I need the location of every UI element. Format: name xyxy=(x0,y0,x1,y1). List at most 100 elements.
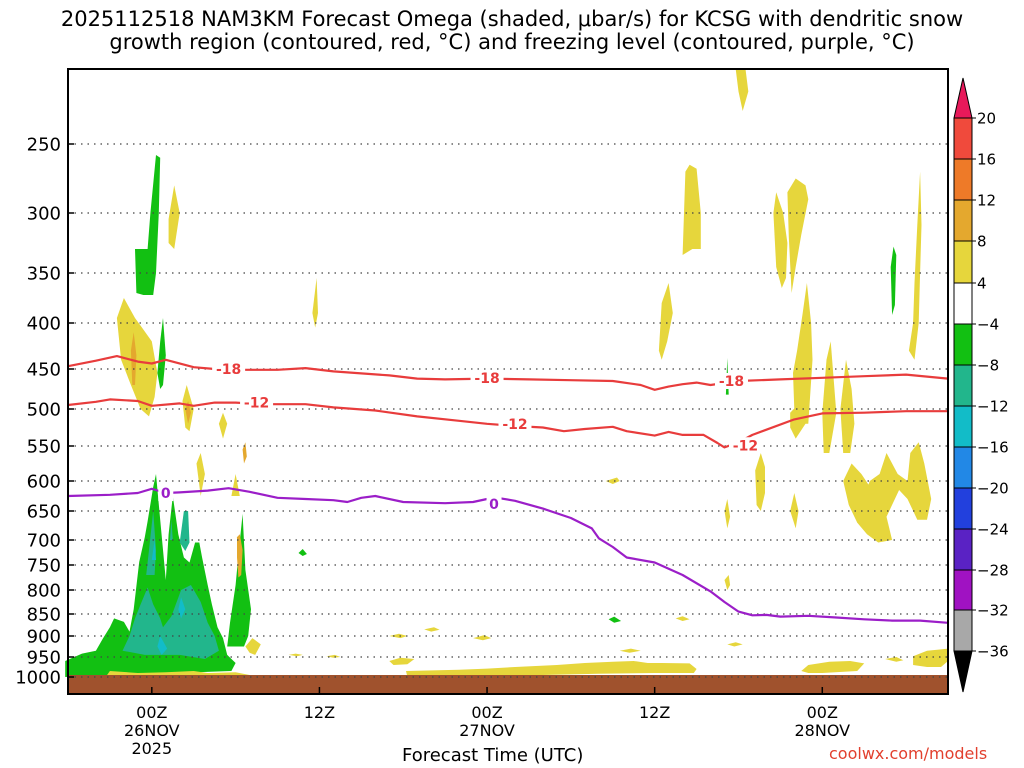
contour-label-bg-0-0 xyxy=(212,361,246,377)
colorbar-swatch-9 xyxy=(953,487,973,530)
omega-region-0-3 xyxy=(157,318,166,389)
contour-label-bg-1-1 xyxy=(498,415,532,432)
omega-region-3-9 xyxy=(288,653,303,657)
colorbar: 20 16 12 8 4 −4 −8 −12 −16 −20 −24 −28 −32 −36 xyxy=(953,77,1009,693)
contour-label-bg-2-1 xyxy=(486,495,502,512)
y-tick-label-850: 850 xyxy=(27,605,61,626)
x-axis-label: Forecast Time (UTC) xyxy=(402,745,584,766)
colorbar-label-2: 12 xyxy=(977,192,996,210)
colorbar-label-4: 4 xyxy=(977,275,987,293)
colorbar-top-arrow xyxy=(953,77,973,119)
omega-region-3-38 xyxy=(885,657,904,662)
colorbar-swatch-4 xyxy=(953,282,973,325)
contour-label-1-1: -12 xyxy=(502,417,527,433)
omega-region-3-17 xyxy=(675,616,690,621)
omega-region-3-26 xyxy=(787,178,809,293)
colorbar-label-0: 20 xyxy=(977,110,996,128)
y-tick-label-400: 400 xyxy=(27,314,61,335)
colorbar-swatch-2 xyxy=(953,199,973,242)
colorbar-label-9: −20 xyxy=(977,480,1009,498)
y-tick-label-550: 550 xyxy=(27,437,61,458)
omega-region-4-2 xyxy=(237,534,243,578)
omega-region-3-32 xyxy=(864,442,932,520)
contour-label-1-2: -12 xyxy=(733,438,758,454)
y-tick-label-500: 500 xyxy=(27,400,61,421)
y-tick-label-950: 950 xyxy=(27,648,61,669)
contour-label-bg-1-0 xyxy=(240,394,274,411)
omega-region-3-12 xyxy=(424,627,440,632)
x-tick-label-72-1: 28NOV xyxy=(794,721,850,740)
omega-region-3-20 xyxy=(724,575,731,590)
colorbar-label-8: −16 xyxy=(977,439,1009,457)
contour-label-bg-2-0 xyxy=(158,485,174,501)
contour-line-1 xyxy=(67,398,948,449)
omega-region-3-6 xyxy=(231,474,240,496)
omega-region-3-15 xyxy=(473,635,492,641)
omega-region-3-23 xyxy=(682,164,701,255)
contour-label-2-0: 0 xyxy=(161,486,171,502)
colorbar-swatch-8 xyxy=(953,446,973,489)
pressure-axis: 2503003504004505005506006507007508008509… xyxy=(15,135,74,689)
omega-shading-layer xyxy=(65,69,948,677)
omega-region-3-29 xyxy=(822,341,837,453)
contour-label-bg-0-2 xyxy=(714,373,748,389)
chart-title-line-2: growth region (contoured, red, °C) and f… xyxy=(109,30,915,54)
credit-link[interactable]: coolwx.com/models xyxy=(829,744,988,763)
y-tick-label-800: 800 xyxy=(27,581,61,602)
x-tick-label-48-1: 27NOV xyxy=(459,721,515,740)
omega-region-2-0 xyxy=(157,636,168,655)
omega-region-3-27 xyxy=(793,283,813,424)
colorbar-swatch-1 xyxy=(953,158,973,201)
y-tick-label-250: 250 xyxy=(27,135,61,156)
omega-region-3-10 xyxy=(326,654,341,658)
x-tick-label-72-0: 00Z xyxy=(807,703,838,722)
colorbar-swatch-10 xyxy=(953,528,973,571)
omega-region-3-5 xyxy=(218,412,228,439)
x-tick-label-60-0: 12Z xyxy=(639,703,670,722)
contour-label-0-1: -18 xyxy=(474,371,499,387)
omega-region-0-4 xyxy=(298,549,307,556)
omega-region-0-1 xyxy=(227,513,251,647)
omega-region-4-1 xyxy=(185,401,191,424)
omega-region-3-24 xyxy=(735,69,749,111)
colorbar-label-1: 16 xyxy=(977,151,996,169)
colorbar-swatch-7 xyxy=(953,405,973,448)
omega-region-3-2 xyxy=(168,185,180,249)
omega-region-3-37 xyxy=(913,648,948,667)
omega-region-3-8 xyxy=(312,278,318,328)
colorbar-label-12: −32 xyxy=(977,602,1009,620)
omega-region-2-1 xyxy=(178,597,186,619)
contour-line-2 xyxy=(67,487,949,624)
omega-region-0-7 xyxy=(890,246,897,315)
plot-frame xyxy=(67,68,949,695)
omega-region-3-18 xyxy=(605,477,620,484)
colorbar-swatch-12 xyxy=(953,609,973,652)
y-tick-label-450: 450 xyxy=(27,360,61,381)
omega-region-3-36 xyxy=(801,661,865,673)
contours-layer: -18 -18 -18 -12 -12 -12 0 0 xyxy=(67,355,949,624)
omega-region-3-16 xyxy=(619,648,641,653)
colorbar-swatch-0 xyxy=(953,117,973,160)
omega-region-3-30 xyxy=(840,359,855,453)
omega-region-0-2 xyxy=(135,155,161,295)
contour-label-2-1: 0 xyxy=(489,497,499,513)
omega-region-0-5 xyxy=(608,616,622,623)
contour-label-bg-1-2 xyxy=(728,437,762,454)
x-tick-label-24-2: 2025 xyxy=(131,739,172,758)
omega-region-3-22 xyxy=(658,283,673,360)
colorbar-label-6: −8 xyxy=(977,357,999,375)
y-tick-label-350: 350 xyxy=(27,264,61,285)
omega-region-3-21 xyxy=(724,499,731,529)
y-tick-label-750: 750 xyxy=(27,556,61,577)
omega-region-2-2 xyxy=(151,540,156,560)
contour-label-1-0: -12 xyxy=(244,396,269,412)
y-tick-label-600: 600 xyxy=(27,472,61,493)
y-tick-label-900: 900 xyxy=(27,627,61,648)
contour-label-0-2: -18 xyxy=(719,374,744,390)
colorbar-label-11: −28 xyxy=(977,562,1009,580)
omega-region-3-1 xyxy=(116,298,158,417)
omega-region-3-35 xyxy=(790,493,799,529)
x-tick-label-24-0: 00Z xyxy=(136,703,167,722)
omega-region-3-33 xyxy=(908,171,922,360)
y-tick-label-700: 700 xyxy=(27,531,61,552)
